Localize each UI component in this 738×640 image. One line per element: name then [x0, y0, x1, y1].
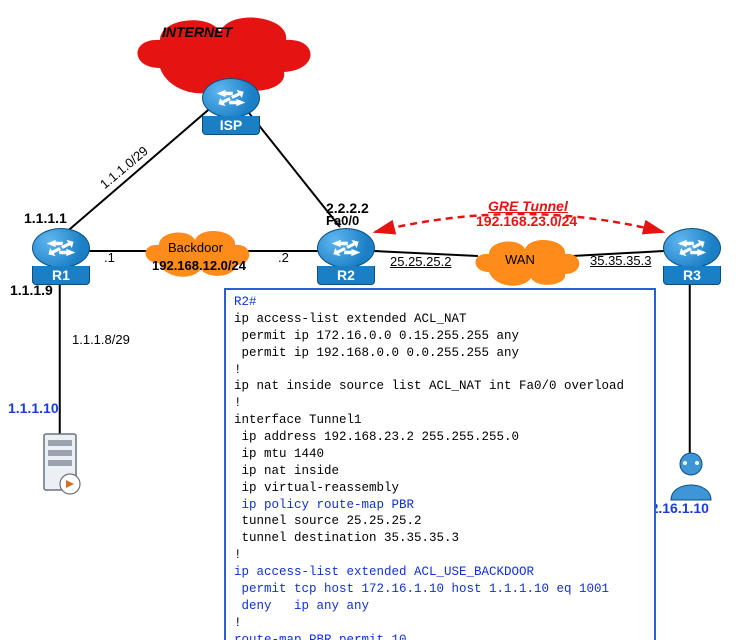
gre-tunnel-label: GRE Tunnel: [488, 198, 568, 214]
label-r1-loop: 1.1.1.1: [24, 210, 67, 226]
label-r1-lan-if: 1.1.1.9: [10, 282, 53, 298]
config-line: permit ip 172.16.0.0 0.15.255.255 any: [234, 328, 646, 345]
config-line: R2#: [234, 294, 646, 311]
diagram-canvas: { "canvas": { "width": 738, "height": 64…: [0, 0, 738, 640]
config-line: permit tcp host 172.16.1.10 host 1.1.1.1…: [234, 581, 646, 598]
config-line: tunnel destination 35.35.35.3: [234, 530, 646, 547]
config-line: route-map PBR permit 10: [234, 632, 646, 640]
label-r3-wan-ip: 35.35.35.3: [590, 253, 651, 268]
config-line: !: [234, 547, 646, 564]
pc-user-icon: [665, 450, 715, 502]
label-backdoor-net: 192.168.12.0/24: [152, 258, 246, 273]
router-r3: R3: [663, 228, 719, 270]
label-r2-fa00: Fa0/0: [326, 213, 359, 228]
router-r2-label: R2: [317, 266, 375, 285]
config-line: ip access-list extended ACL_NAT: [234, 311, 646, 328]
router-r3-label: R3: [663, 266, 721, 285]
config-line: permit ip 192.168.0.0 0.0.255.255 any: [234, 345, 646, 362]
server-icon: [36, 430, 92, 500]
config-line: ip address 192.168.23.2 255.255.255.0: [234, 429, 646, 446]
config-line: interface Tunnel1: [234, 412, 646, 429]
config-line: ip nat inside source list ACL_NAT int Fa…: [234, 378, 646, 395]
router-isp: ISP: [202, 78, 258, 120]
label-r2-wan-ip: 25.25.25.2: [390, 254, 451, 269]
router-r1: R1: [32, 228, 88, 270]
config-line: ip policy route-map PBR: [234, 497, 646, 514]
config-line: ip nat inside: [234, 463, 646, 480]
label-r2-bd-if: .2: [278, 250, 289, 265]
label-r1-bd-if: .1: [104, 250, 115, 265]
config-line: ip virtual-reassembly: [234, 480, 646, 497]
router-r2: R2: [317, 228, 373, 270]
config-line: ip access-list extended ACL_USE_BACKDOOR: [234, 564, 646, 581]
config-line: !: [234, 615, 646, 632]
config-line: deny ip any any: [234, 598, 646, 615]
config-line: !: [234, 395, 646, 412]
router-isp-label: ISP: [202, 116, 260, 135]
gre-tunnel-subnet: 192.168.23.0/24: [476, 213, 577, 229]
config-box: R2#ip access-list extended ACL_NAT permi…: [224, 288, 656, 640]
config-line: tunnel source 25.25.25.2: [234, 513, 646, 530]
config-line: ip mtu 1440: [234, 446, 646, 463]
label-server-ip: 1.1.1.10: [8, 400, 59, 416]
label-r1-lan-net: 1.1.1.8/29: [72, 332, 130, 347]
config-line: !: [234, 362, 646, 379]
